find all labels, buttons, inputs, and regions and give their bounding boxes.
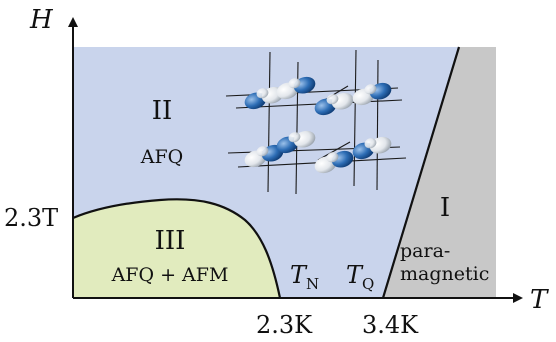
x-tick-label-2-3k: 2.3K	[256, 311, 313, 337]
phase-iii-numeral: III	[155, 226, 186, 256]
phase-ii-name: AFQ	[140, 146, 183, 168]
orbital-site	[352, 82, 392, 106]
y-tick-label: 2.3T	[4, 204, 58, 232]
orbital-site	[276, 130, 316, 154]
orbital-lobe	[256, 146, 269, 157]
orbital-site	[314, 92, 354, 116]
orbital-lobe	[326, 94, 339, 105]
orbital-lattice-illustration	[225, 49, 407, 195]
afq-paramagnetic-boundary	[381, 46, 461, 299]
phase-iii-region	[73, 199, 280, 298]
phase-i-numeral: I	[440, 193, 450, 223]
y-axis-label: H	[29, 5, 54, 35]
phase-iii-name: AFQ + AFM	[111, 264, 229, 286]
phase-i-name-line2: magnetic	[400, 263, 489, 285]
x-tick-label-3-4k: 3.4K	[362, 311, 419, 337]
orbital-lobe	[364, 84, 377, 95]
orbital-site	[352, 136, 392, 160]
afq-afm-boundary	[72, 198, 282, 299]
orbital-lobe	[288, 132, 301, 143]
lattice-line	[376, 59, 379, 191]
tn-label: TN	[290, 261, 319, 293]
tq-label: TQ	[346, 261, 374, 293]
orbital-lobe	[288, 78, 301, 89]
lattice-line	[267, 51, 271, 193]
orbital-lobe	[364, 138, 377, 149]
orbital-site	[276, 76, 316, 100]
phase-i-name-line1: para-	[400, 240, 450, 262]
orbital-site	[314, 150, 354, 174]
phase-i-region	[383, 47, 496, 298]
x-axis-label: T	[530, 285, 549, 315]
orbital-lobe	[256, 88, 269, 99]
lattice-line	[317, 141, 351, 161]
lattice-line	[353, 49, 357, 187]
orbital-lobes	[244, 76, 392, 174]
phase-ii-region	[73, 47, 459, 298]
orbital-lobe	[326, 152, 339, 163]
phase-ii-numeral: II	[152, 96, 173, 126]
